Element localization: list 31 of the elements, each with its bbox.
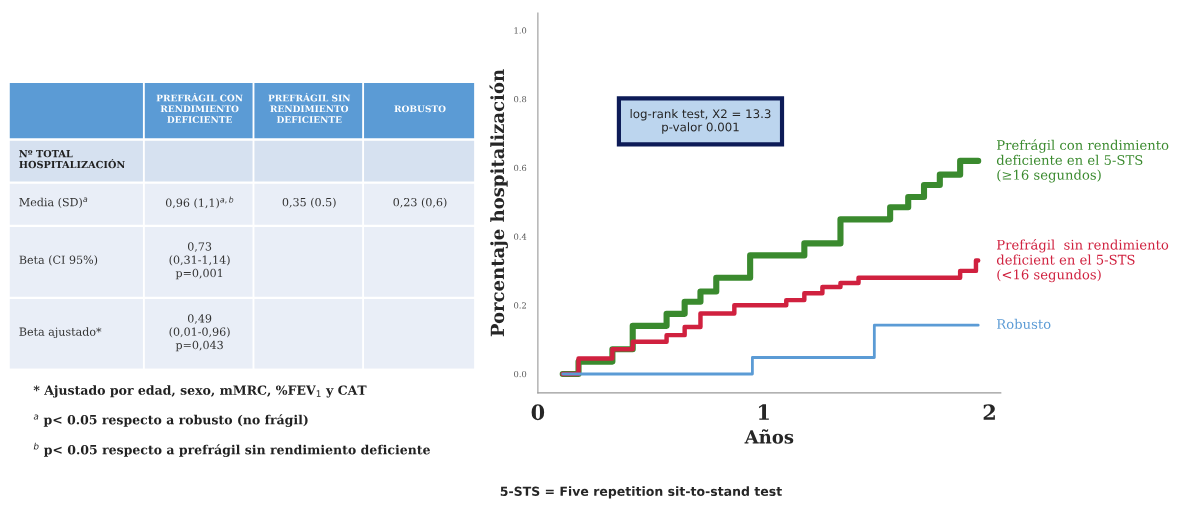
y-axis-title: Porcentaje hospitalización — [489, 69, 508, 337]
category-label: ROBUSTO — [394, 105, 446, 113]
text: $^{b}$ p< 0.05 respecto a prefrágil sin rendimiento deficiente — [33, 442, 430, 457]
text: * Ajustado por edad, sexo, mMRC, %FEV$_{1}$ y CAT — [33, 385, 367, 398]
category-label: Beta ajustado* — [19, 327, 102, 339]
category-label: Nº TOTAL HOSPITALIZACIÓN — [19, 149, 125, 169]
y-tick-label: 0.4 — [514, 233, 527, 240]
y-tick-label: 0.0 — [514, 370, 527, 378]
text: $^{a}$ p< 0.05 respecto a robusto (no frágil) — [33, 414, 308, 427]
y-tick-label: 1.0 — [514, 27, 527, 34]
x-axis-title: Años — [744, 429, 794, 444]
x-tick-label: 2 — [983, 404, 995, 420]
series-label: Prefrágil sin rendimiento deficient en el 5-STS (<16 segundos) — [996, 238, 1169, 283]
category-label: Beta (CI 95%) — [19, 255, 98, 266]
category-label: PREFRÁGIL CON RENDIMIENTO DEFICIENTE — [156, 92, 243, 123]
x-tick-label: 1 — [758, 404, 769, 420]
category-label: Media (SD)$^{a}$ — [19, 197, 88, 208]
annotation: log-rank test, X2 = 13.3 p-valor 0.001 — [630, 109, 771, 134]
y-tick-label: 0.8 — [514, 96, 527, 103]
text: 0,23 (0,6) — [393, 197, 447, 208]
text: 0,96 (1,1)$^{a,b}$ — [165, 196, 234, 209]
text: 0,49 (0,01-0,96) p=0,043 — [169, 314, 230, 352]
y-tick-label: 0.6 — [514, 164, 527, 172]
series-label: Robusto — [997, 318, 1051, 330]
series-label: Prefrágil con rendimiento deficiente en el 5-STS (≥16 segundos) — [996, 139, 1169, 183]
x-tick-label: 0 — [531, 404, 545, 421]
y-tick-label: 0.2 — [514, 302, 526, 309]
text: 5-STS = Five repetition sit-to-stand test — [500, 486, 782, 499]
category-label: PREFRÁGIL SIN RENDIMIENTO DEFICIENTE — [268, 92, 351, 123]
text: 0,73 (0,31-1,14) p=0,001 — [169, 242, 230, 280]
text: 0,35 (0.5) — [282, 197, 336, 208]
